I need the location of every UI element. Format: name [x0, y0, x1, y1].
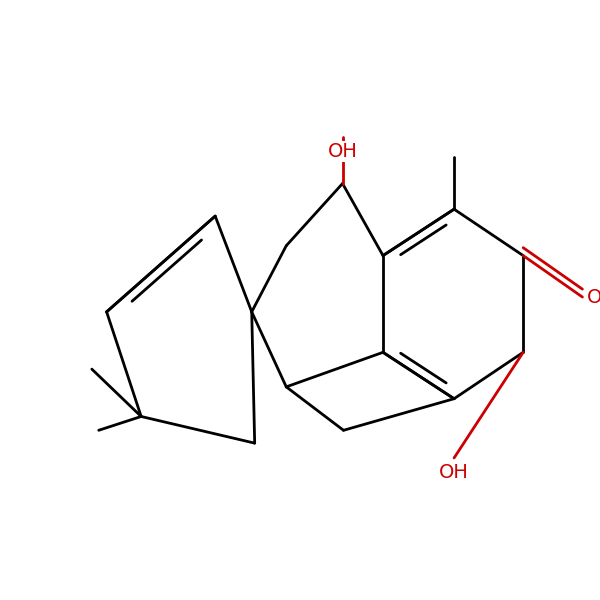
Text: O: O	[587, 287, 600, 307]
Text: OH: OH	[439, 463, 469, 482]
Text: OH: OH	[328, 142, 358, 161]
